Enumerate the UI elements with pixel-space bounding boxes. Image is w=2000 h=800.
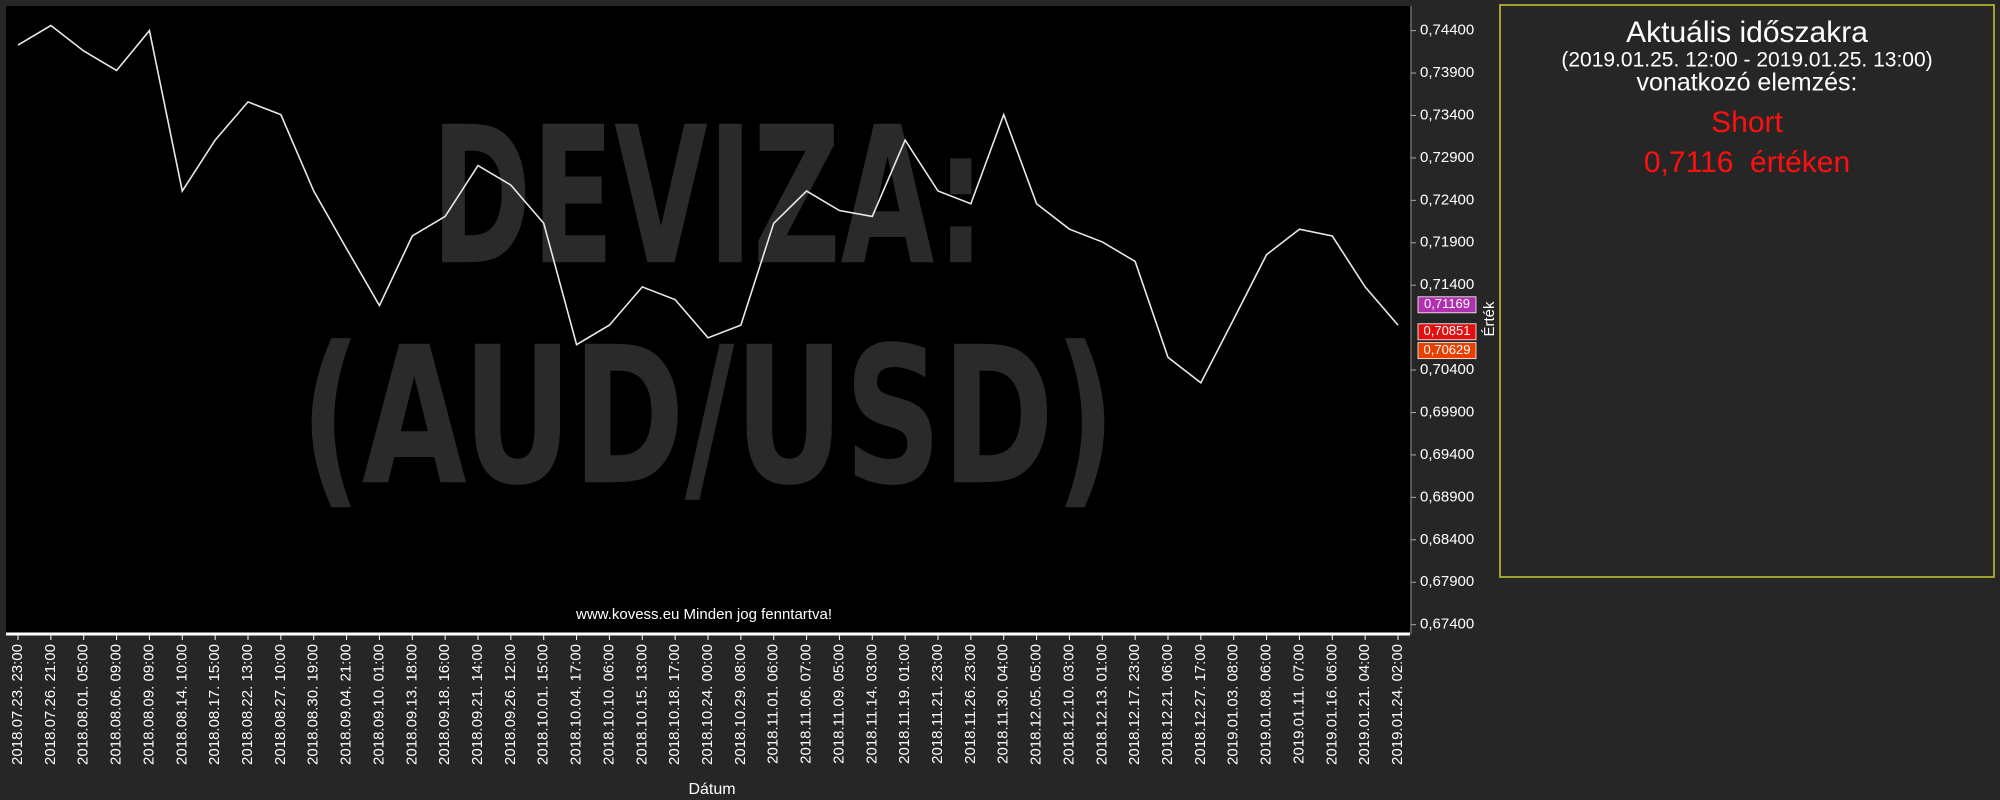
x-tick-label: 2018.11.19. 01:00 xyxy=(896,644,913,764)
watermark: (AUD/USD) xyxy=(300,306,1116,527)
x-tick-label: 2018.09.13. 18:00 xyxy=(403,644,420,765)
x-tick-label: 2018.12.21. 06:00 xyxy=(1159,644,1176,765)
x-tick-label: 2018.09.10. 01:00 xyxy=(370,644,387,765)
price-tag-label: 0,70851 xyxy=(1424,323,1471,338)
x-tick-label: 2018.07.26. 21:00 xyxy=(42,644,59,765)
x-tick-label: 2018.11.01. 06:00 xyxy=(765,644,782,764)
x-tick-label: 2018.12.13. 01:00 xyxy=(1093,644,1110,765)
footer: www.kovess.eu Minden jog fenntartva! xyxy=(575,606,832,623)
y-tick-label: 0,72400 xyxy=(1420,191,1474,208)
y-tick-label: 0,73900 xyxy=(1420,64,1474,81)
x-tick-label: 2018.10.29. 08:00 xyxy=(732,644,749,765)
x-tick-label: 2019.01.16. 06:00 xyxy=(1323,644,1340,765)
x-tick-label: 2018.10.04. 17:00 xyxy=(568,644,585,765)
x-tick-label: 2019.01.24. 02:00 xyxy=(1389,644,1406,765)
x-tick-label: 2018.11.30. 04:00 xyxy=(995,644,1012,764)
x-tick-label: 2018.09.21. 14:00 xyxy=(469,644,486,765)
x-tick-label: 2018.12.27. 17:00 xyxy=(1192,644,1209,765)
x-tick-label: 2018.10.18. 17:00 xyxy=(666,644,683,765)
y-tick-label: 0,69400 xyxy=(1420,446,1474,463)
y-tick-label: 0,70400 xyxy=(1420,361,1474,378)
x-tick-label: 2018.09.26. 12:00 xyxy=(502,644,519,765)
analysis-panel xyxy=(1499,4,1995,578)
x-tick-label: 2018.11.21. 23:00 xyxy=(929,644,946,764)
x-tick-label: 2018.12.10. 03:00 xyxy=(1060,644,1077,765)
x-tick-label: 2018.08.01. 05:00 xyxy=(75,644,92,765)
y-tick-label: 0,71900 xyxy=(1420,234,1474,251)
x-tick-label: 2018.08.27. 10:00 xyxy=(272,644,289,765)
x-tick-label: 2018.08.06. 09:00 xyxy=(108,644,125,765)
y-tick-label: 0,72900 xyxy=(1420,149,1474,166)
x-tick-label: 2019.01.08. 06:00 xyxy=(1258,644,1275,765)
y-tick-label: 0,68900 xyxy=(1420,488,1474,505)
x-tick-label: 2018.09.18. 16:00 xyxy=(436,644,453,765)
x-axis-label: Dátum xyxy=(688,781,735,798)
x-tick-label: 2018.08.30. 19:00 xyxy=(305,644,322,765)
price-tag xyxy=(1417,296,1477,314)
y-tick-label: 0,68400 xyxy=(1420,531,1474,548)
x-tick-label: 2018.09.04. 21:00 xyxy=(338,644,355,765)
x-tick-label: 2018.10.01. 15:00 xyxy=(535,644,552,765)
x-tick-label: 2018.11.06. 07:00 xyxy=(798,644,815,764)
x-tick-label: 2019.01.21. 04:00 xyxy=(1356,644,1373,765)
price-tag-label: 0,71169 xyxy=(1424,296,1470,311)
x-tick-label: 2018.10.24. 00:00 xyxy=(699,644,716,765)
price-tag-label: 0,70629 xyxy=(1424,342,1471,357)
y-tick-label: 0,67900 xyxy=(1420,573,1474,590)
x-tick-label: 2018.11.09. 05:00 xyxy=(830,644,847,764)
signal: Short xyxy=(1711,106,1783,139)
price-line xyxy=(17,24,1399,385)
series xyxy=(17,24,1399,385)
signal-price: 0,7116 értéken xyxy=(1644,146,1850,179)
x-tick-label: 2018.08.17. 15:00 xyxy=(206,644,223,765)
x-tick-label: 2018.12.05. 05:00 xyxy=(1028,644,1045,765)
x-tick-label: 2018.08.22. 13:00 xyxy=(239,644,256,765)
panel-title: Aktuális időszakra xyxy=(1626,16,1868,49)
x-tick-label: 2018.08.14. 10:00 xyxy=(173,644,190,765)
x-tick-label: 2018.08.09. 09:00 xyxy=(140,644,157,765)
panel-period: (2019.01.25. 12:00 - 2019.01.25. 13:00) xyxy=(1561,49,1932,72)
x-tick-label: 2019.01.11. 07:00 xyxy=(1290,644,1307,764)
x-tick-label: 2018.10.10. 06:00 xyxy=(600,644,617,765)
y-axis-label: Érték xyxy=(1481,301,1498,337)
y-tick-label: 0,67400 xyxy=(1420,616,1474,633)
x-tick-label: 2018.11.14. 03:00 xyxy=(863,644,880,764)
x-tick-label: 2019.01.03. 08:00 xyxy=(1225,644,1242,765)
y-tick-label: 0,73400 xyxy=(1420,106,1474,123)
y-tick-label: 0,74400 xyxy=(1420,22,1474,39)
y-tick-label: 0,69900 xyxy=(1420,403,1474,420)
price-tag xyxy=(1417,323,1477,341)
y-tick-label: 0,71400 xyxy=(1420,276,1474,293)
x-tick-label: 2018.11.26. 23:00 xyxy=(962,644,979,764)
watermark: DEVIZA: xyxy=(431,86,985,307)
x-tick-label: 2018.12.17. 23:00 xyxy=(1126,644,1143,765)
panel-subtitle: vonatkozó elemzés: xyxy=(1637,69,1858,97)
x-tick-label: 2018.07.23. 23:00 xyxy=(9,644,26,765)
price-tag xyxy=(1417,342,1477,360)
x-tick-label: 2018.10.15. 13:00 xyxy=(633,644,650,765)
